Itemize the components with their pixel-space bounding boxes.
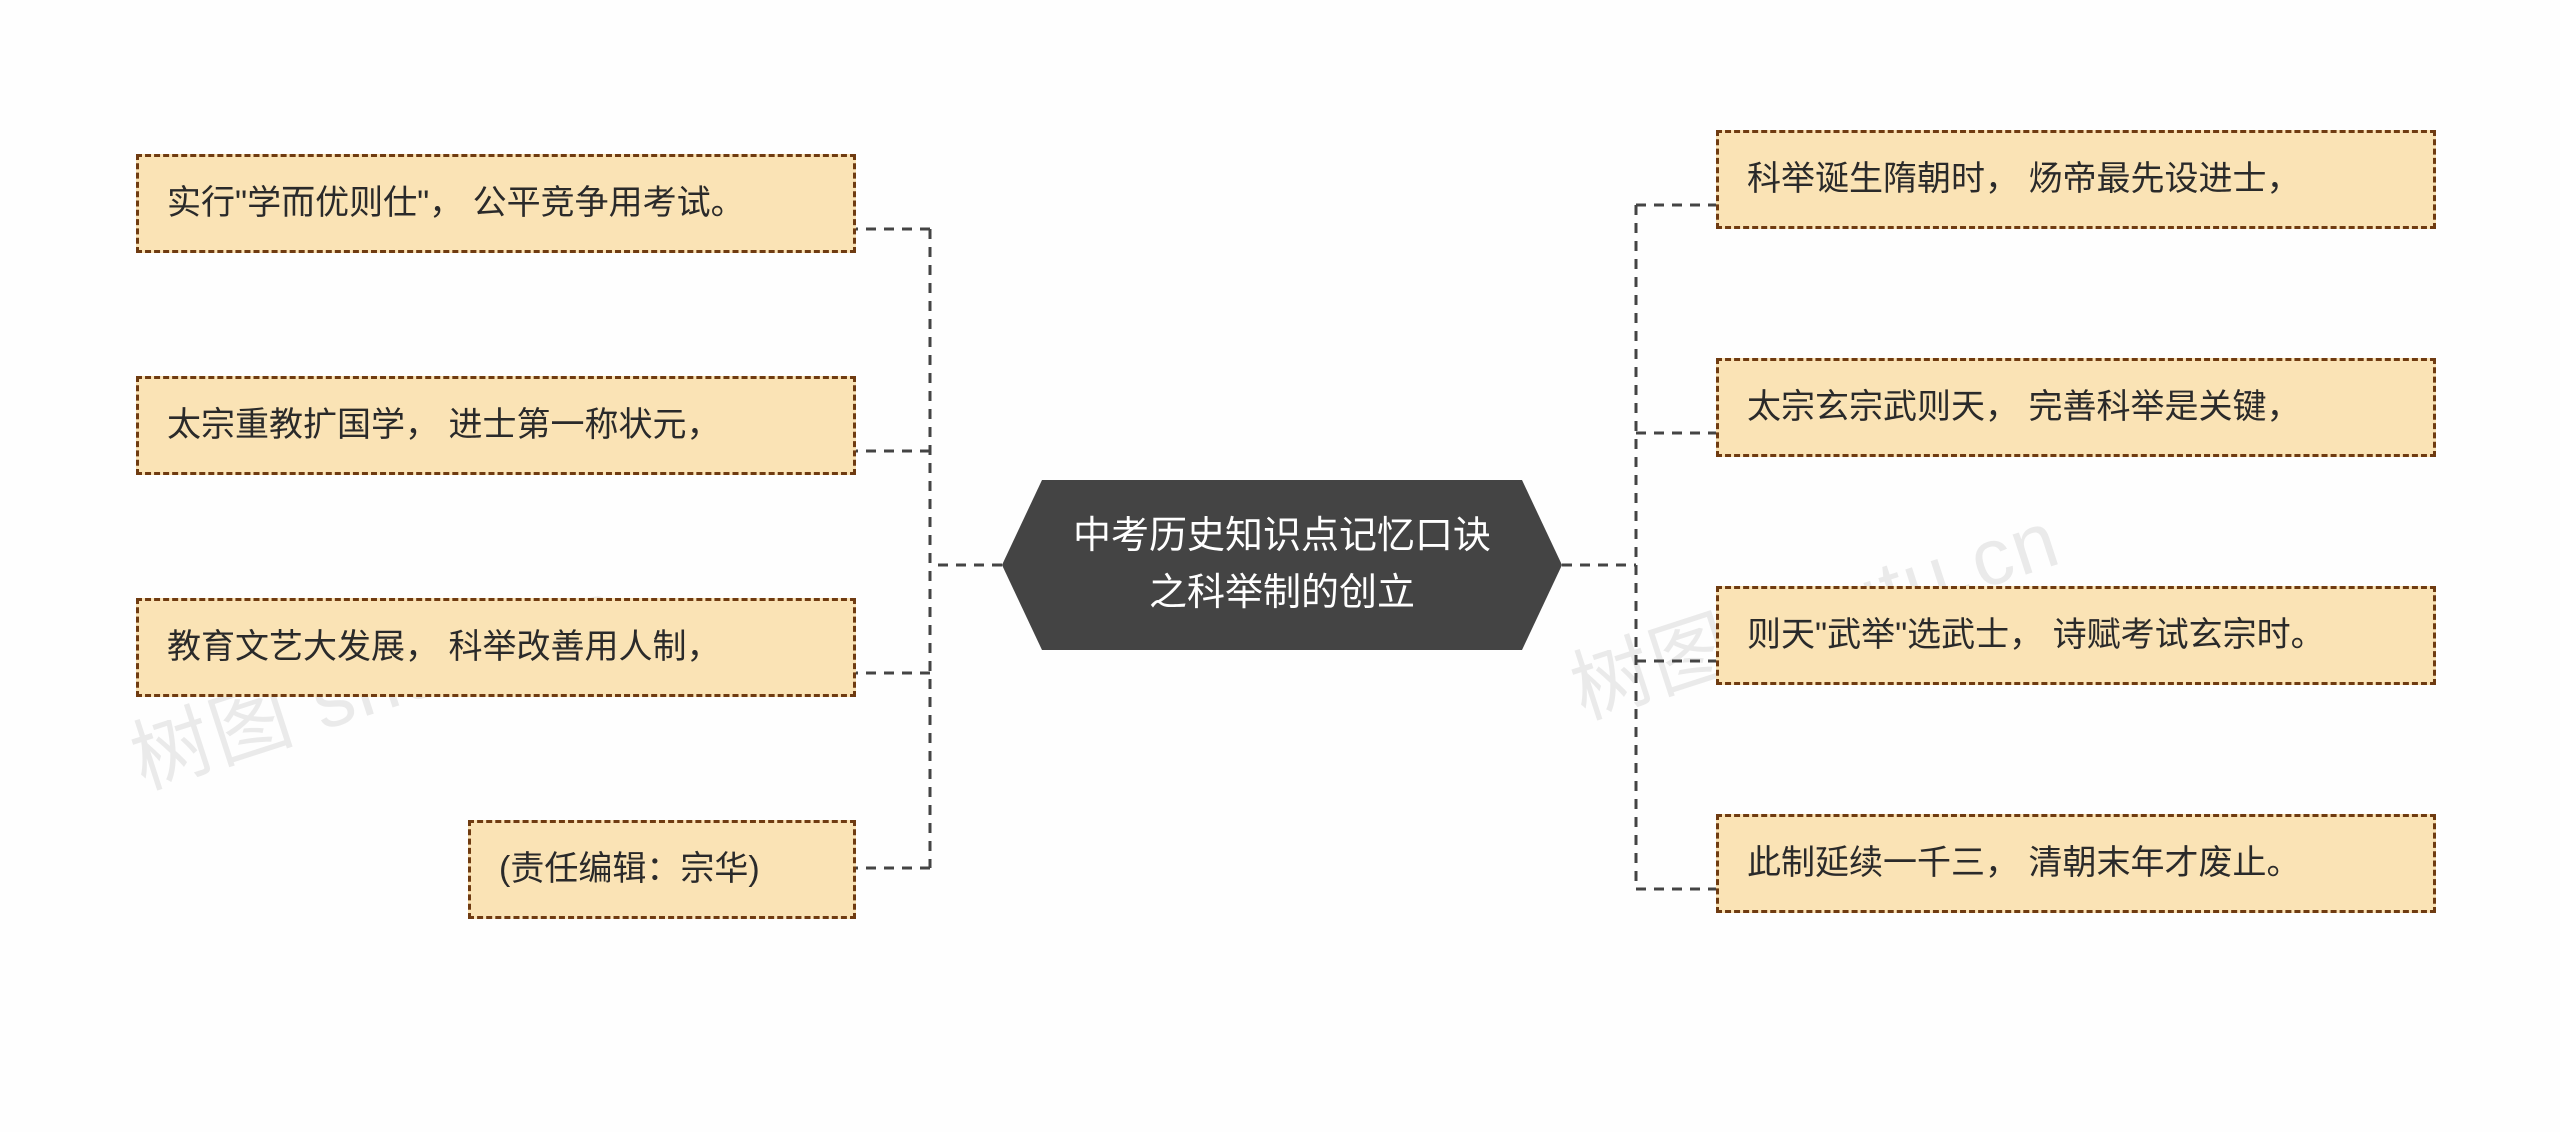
- right-node-3-text: 此制延续一千三， 清朝末年才废止。: [1747, 844, 2300, 882]
- left-node-3-text: (责任编辑：宗华): [499, 850, 760, 888]
- left-node-0: 实行"学而优则仕"， 公平竞争用考试。: [136, 154, 856, 253]
- left-node-3: (责任编辑：宗华): [468, 820, 856, 919]
- left-node-0-text: 实行"学而优则仕"， 公平竞争用考试。: [167, 184, 745, 222]
- center-line1: 中考历史知识点记忆口诀: [1042, 508, 1522, 565]
- right-node-2-text: 则天"武举"选武士， 诗赋考试玄宗时。: [1747, 616, 2325, 654]
- right-node-0: 科举诞生隋朝时， 炀帝最先设进士，: [1716, 130, 2436, 229]
- left-node-2: 教育文艺大发展， 科举改善用人制，: [136, 598, 856, 697]
- mindmap-canvas: 树图 shutu.cn 树图 shutu.cn 中考历史知识点记忆口诀 之科举制: [0, 0, 2560, 1132]
- left-node-1: 太宗重教扩国学， 进士第一称状元，: [136, 376, 856, 475]
- right-node-1: 太宗玄宗武则天， 完善科举是关键，: [1716, 358, 2436, 457]
- center-node: 中考历史知识点记忆口诀 之科举制的创立: [1002, 480, 1562, 650]
- center-line2: 之科举制的创立: [1042, 565, 1522, 622]
- left-node-2-text: 教育文艺大发展， 科举改善用人制，: [167, 628, 720, 666]
- right-node-2: 则天"武举"选武士， 诗赋考试玄宗时。: [1716, 586, 2436, 685]
- right-node-3: 此制延续一千三， 清朝末年才废止。: [1716, 814, 2436, 913]
- left-node-1-text: 太宗重教扩国学， 进士第一称状元，: [167, 406, 720, 444]
- right-node-0-text: 科举诞生隋朝时， 炀帝最先设进士，: [1747, 160, 2300, 198]
- right-node-1-text: 太宗玄宗武则天， 完善科举是关键，: [1747, 388, 2300, 426]
